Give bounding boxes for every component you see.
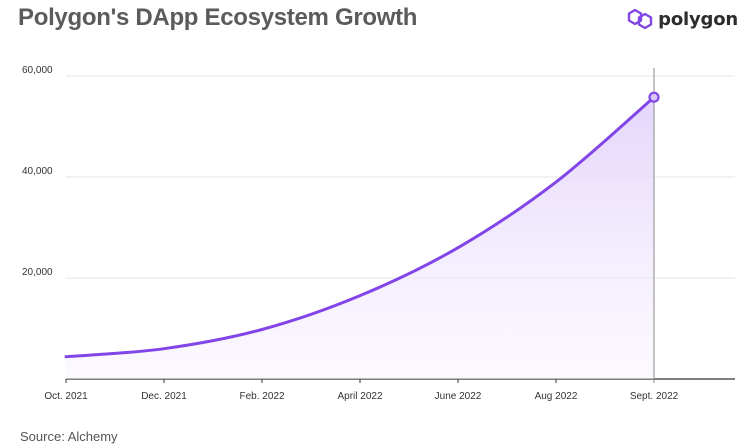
source-note: Source: Alchemy — [20, 429, 118, 444]
y-tick-label: 40,000 — [22, 166, 53, 177]
x-tick-label: April 2022 — [337, 391, 382, 402]
x-tick-label: Sept. 2022 — [630, 391, 679, 402]
x-axis: Oct. 2021 Dec. 2021 Feb. 2022 April 2022 Jun… — [44, 379, 679, 402]
y-axis: 20,000 40,000 60,000 — [22, 65, 53, 278]
y-tick-label: 60,000 — [22, 65, 53, 76]
x-tick-label: Aug 2022 — [535, 391, 578, 402]
polygon-logo-icon — [627, 8, 653, 30]
brand-name: polygon — [658, 8, 738, 30]
brand-logo: polygon — [627, 8, 738, 30]
series-line — [64, 95, 656, 359]
x-tick-label: June 2022 — [435, 391, 482, 402]
x-tick-label: Feb. 2022 — [239, 391, 284, 402]
y-tick-label: 20,000 — [22, 267, 53, 278]
highlight-point — [648, 91, 660, 103]
x-tick-label: Oct. 2021 — [44, 391, 88, 402]
chart-title: Polygon's DApp Ecosystem Growth — [18, 4, 418, 31]
series-area — [66, 97, 654, 380]
x-tick-label: Dec. 2021 — [141, 391, 187, 402]
data-points — [648, 91, 660, 103]
